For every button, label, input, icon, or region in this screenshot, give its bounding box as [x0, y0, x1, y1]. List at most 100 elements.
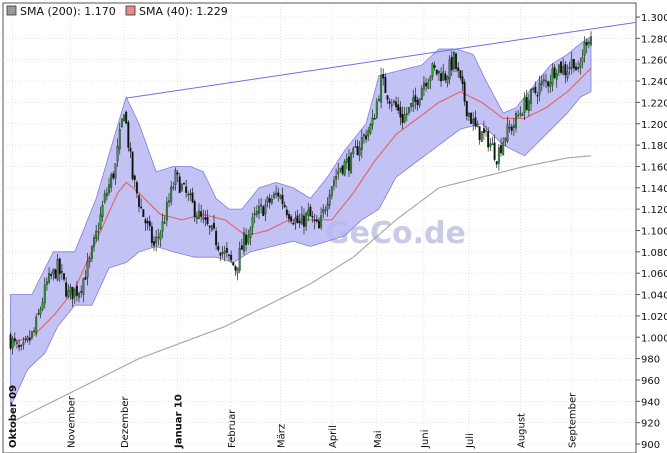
candle: [487, 127, 490, 152]
x-month-label: April: [328, 425, 339, 448]
candle: [35, 313, 38, 337]
y-tick-label: 1.280: [641, 34, 667, 45]
candle: [90, 244, 93, 263]
x-month-label: Juni: [420, 430, 431, 449]
trendline: [126, 21, 637, 99]
y-tick-label: 1.200: [641, 120, 667, 131]
candle: [536, 91, 539, 105]
candle: [405, 106, 408, 122]
candle: [457, 61, 460, 78]
candle: [80, 285, 83, 298]
candle: [15, 339, 18, 349]
candle: [375, 97, 378, 120]
candle: [345, 153, 348, 170]
candle: [330, 186, 333, 200]
sma200-path: [10, 155, 592, 424]
candle: [45, 277, 48, 291]
candle: [52, 268, 55, 281]
candle: [540, 75, 543, 92]
candle: [142, 209, 145, 218]
y-tick-label: 920: [641, 419, 660, 430]
candle: [191, 187, 194, 203]
candle: [253, 206, 256, 224]
candle: [538, 75, 541, 102]
candle: [337, 162, 340, 180]
candle: [515, 111, 517, 133]
candle: [463, 79, 466, 107]
candle: [230, 250, 233, 264]
x-month-label: September: [568, 392, 579, 448]
x-axis-labels: Oktober 09 November Dezember Januar 10 Febru…: [8, 385, 579, 449]
candle: [204, 210, 207, 227]
candle: [146, 217, 149, 231]
candle: [268, 193, 271, 209]
candle: [542, 74, 545, 87]
candle: [489, 138, 492, 151]
candle: [238, 241, 241, 274]
candle: [125, 110, 128, 125]
candle: [577, 61, 580, 73]
candle: [67, 284, 70, 299]
candle: [315, 214, 318, 224]
candle: [13, 332, 16, 347]
candle: [562, 58, 565, 76]
y-tick-label: 1.220: [641, 98, 667, 109]
candle: [174, 167, 177, 191]
candle: [206, 209, 209, 226]
candle: [326, 197, 329, 217]
y-tick-label: 940: [641, 397, 660, 408]
candle: [465, 100, 468, 121]
candle: [168, 193, 170, 208]
candle: [348, 148, 350, 178]
candle: [508, 119, 511, 133]
candle: [382, 68, 385, 86]
candle: [427, 78, 430, 89]
y-tick-label: 1.180: [641, 141, 667, 152]
candle: [414, 87, 417, 110]
candle: [442, 63, 445, 81]
candle: [512, 118, 515, 136]
candle: [429, 75, 432, 90]
candle: [328, 189, 331, 209]
candle: [296, 209, 299, 224]
candle: [288, 210, 290, 223]
candle: [245, 228, 248, 252]
candle: [95, 224, 98, 243]
candle: [572, 58, 575, 73]
candle: [26, 335, 29, 343]
candle: [33, 327, 36, 334]
candle: [324, 206, 327, 215]
candle: [369, 122, 372, 135]
candle: [275, 185, 278, 199]
candle: [247, 229, 250, 246]
candle: [225, 242, 228, 258]
candle: [435, 69, 438, 76]
candle: [294, 211, 297, 230]
candle: [283, 201, 286, 209]
candle: [313, 213, 316, 230]
candle: [84, 269, 87, 280]
candle: [198, 203, 200, 220]
candle: [153, 235, 155, 251]
candle: [138, 193, 140, 213]
candle: [123, 114, 125, 122]
candle: [290, 214, 293, 224]
candle: [228, 254, 230, 261]
y-tick-label: 1.060: [641, 269, 667, 280]
candle: [279, 194, 282, 200]
candle: [189, 188, 192, 201]
candle: [285, 205, 288, 219]
candle: [433, 61, 436, 71]
candle: [65, 277, 68, 299]
candle: [118, 122, 121, 155]
candle: [148, 215, 151, 232]
candle: [403, 106, 406, 124]
candle: [444, 70, 447, 83]
sma40-path: [10, 67, 592, 344]
candle: [485, 125, 488, 137]
candle: [356, 139, 359, 156]
candle: [9, 332, 12, 351]
candle: [258, 198, 260, 220]
candle: [69, 283, 72, 300]
